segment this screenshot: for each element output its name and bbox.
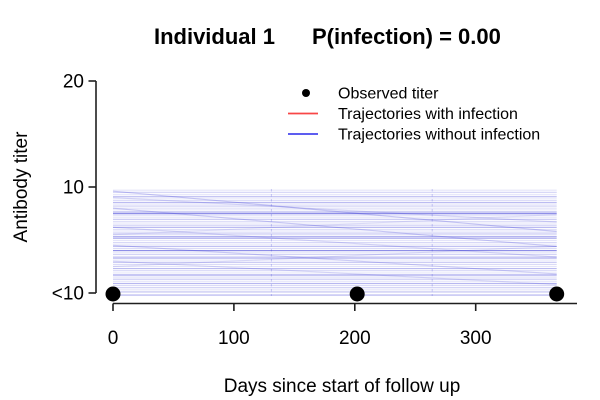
y-tick-label: <10 <box>52 284 84 305</box>
trajectory-line <box>112 190 557 233</box>
y-tick-label: 20 <box>63 72 84 93</box>
x-tick-label: 100 <box>218 328 250 349</box>
observed-point <box>349 286 365 302</box>
y-axis-title: Antibody titer <box>11 131 32 243</box>
x-tick-label: 0 <box>108 328 119 349</box>
observed-point <box>105 286 121 302</box>
trajectory-line <box>112 244 557 275</box>
legend-observed-point-icon <box>302 89 310 97</box>
trajectory-line <box>112 214 557 236</box>
x-axis-title: Days since start of follow up <box>224 376 461 397</box>
plot-title-p-infection: P(infection) = 0.00 <box>312 24 501 49</box>
legend: Observed titer Trajectories with infecti… <box>288 86 540 144</box>
observed-point <box>549 286 565 302</box>
trajectories-without-infection <box>112 189 557 296</box>
observed-points <box>105 286 565 302</box>
x-axis-ticks: 0 100 200 300 <box>108 303 492 349</box>
legend-with-infection-label: Trajectories with infection <box>338 106 518 123</box>
legend-without-infection-label: Trajectories without infection <box>338 127 540 144</box>
trajectory-line <box>112 197 557 223</box>
x-tick-label: 200 <box>339 328 371 349</box>
plot-title-individual: Individual 1 <box>154 24 275 49</box>
legend-observed-label: Observed titer <box>338 86 439 103</box>
trajectory-line <box>112 226 557 258</box>
trajectory-line <box>112 260 557 286</box>
y-axis-ticks: <10 10 20 <box>52 72 96 305</box>
trajectory-line <box>112 245 557 268</box>
trajectory-line <box>112 207 557 247</box>
x-tick-label: 300 <box>460 328 492 349</box>
y-tick-label: 10 <box>63 178 84 199</box>
